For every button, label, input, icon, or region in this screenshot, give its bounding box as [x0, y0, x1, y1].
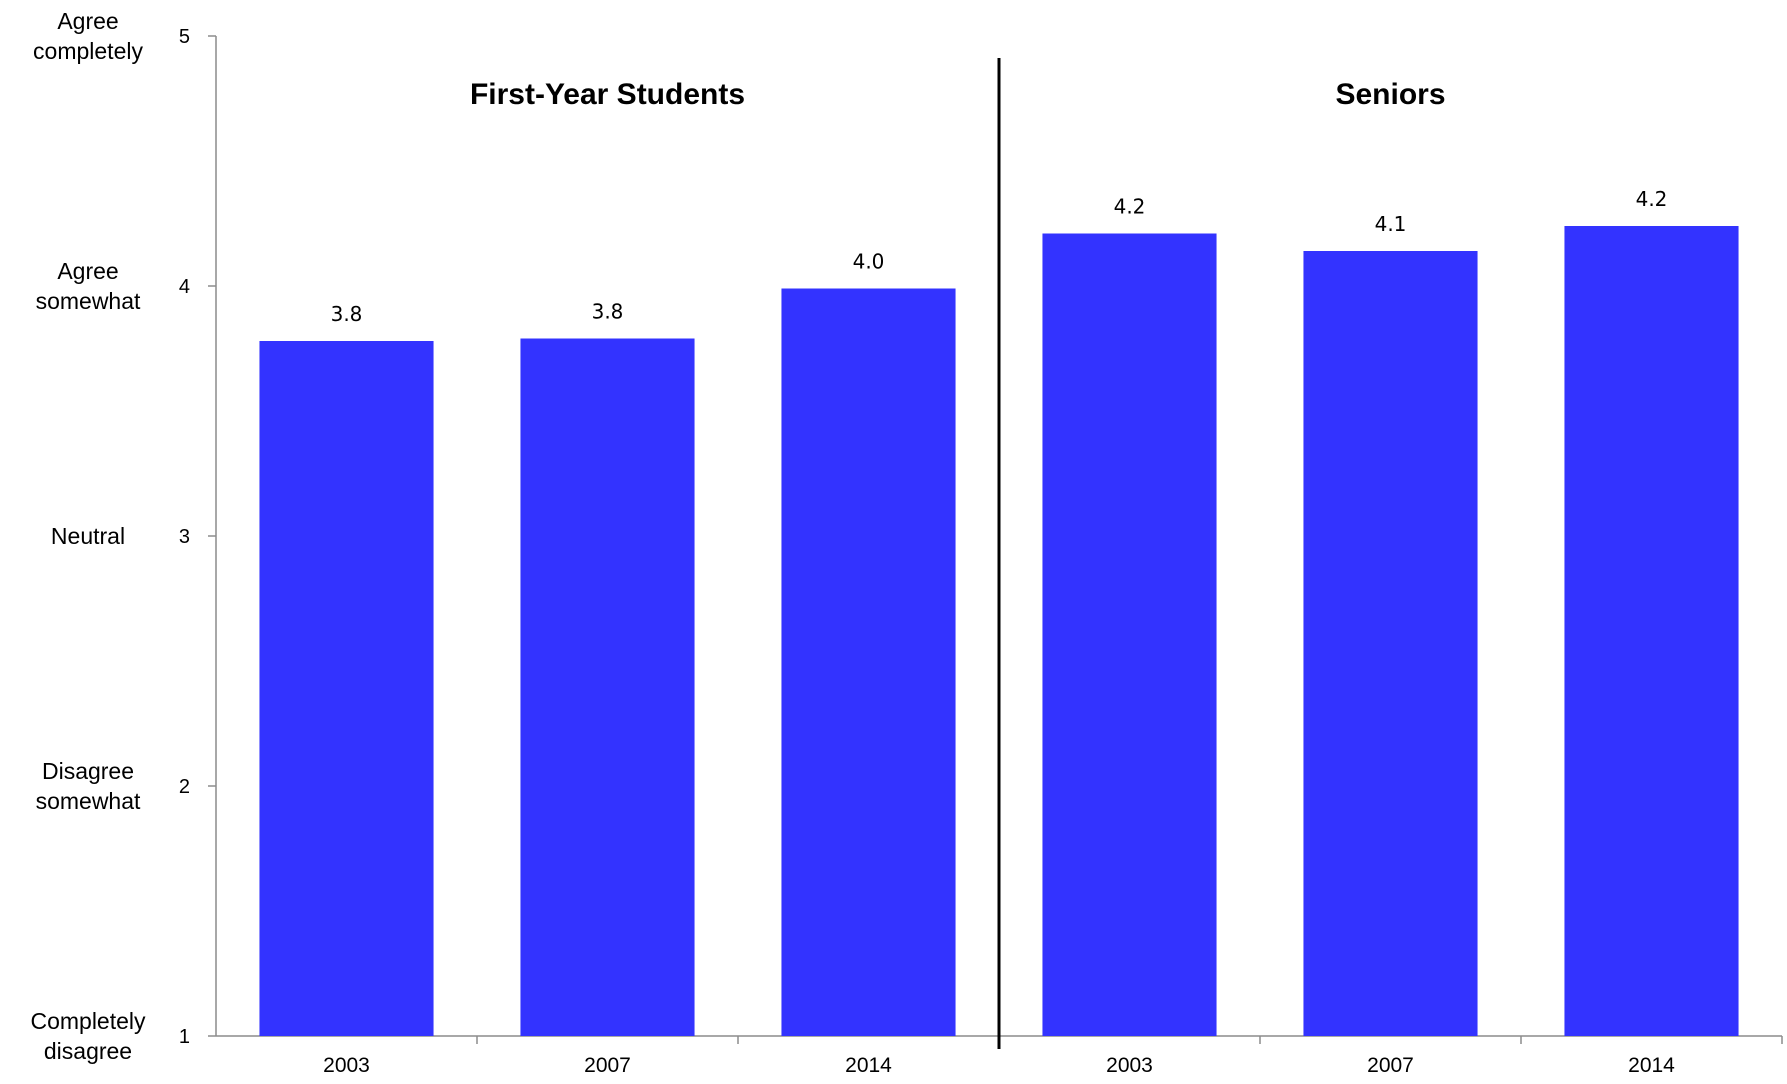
bars: [259, 226, 1739, 1036]
scale-label: Disagree somewhat: [36, 758, 141, 814]
group-title: Seniors: [1335, 78, 1445, 111]
y-tick-label: 2: [179, 776, 190, 798]
axes: [208, 35, 1783, 1049]
scale-label: Completely disagree: [30, 1008, 146, 1064]
bar-value-label: 3.8: [592, 300, 624, 324]
bar: [1564, 226, 1739, 1036]
x-tick-label: 2003: [1106, 1054, 1153, 1077]
y-tick-label: 1: [179, 1026, 190, 1048]
labels: 1 2 3 4 5 Agree completely Agree somewhat Neutral…: [30, 8, 1675, 1077]
x-tick-label: 2007: [584, 1054, 631, 1077]
x-tick-label: 2007: [1367, 1054, 1414, 1077]
bar: [259, 341, 434, 1036]
x-tick-label: 2014: [845, 1054, 892, 1077]
bar-value-label: 4.1: [1375, 212, 1407, 236]
y-tick-label: 3: [179, 526, 190, 548]
bar: [1042, 233, 1217, 1036]
scale-label: Agree completely: [33, 8, 143, 64]
scale-label: Neutral: [51, 523, 125, 549]
scale-label: Agree somewhat: [36, 258, 141, 314]
y-tick-label: 4: [179, 276, 190, 298]
bar: [781, 288, 956, 1036]
bar-value-label: 4.2: [1114, 195, 1146, 219]
bar-value-label: 4.2: [1636, 187, 1668, 211]
bar-value-label: 4.0: [853, 250, 885, 274]
bar: [520, 338, 695, 1036]
bar-value-label: 3.8: [331, 302, 363, 326]
bar: [1303, 251, 1478, 1036]
y-tick-label: 5: [179, 26, 190, 48]
x-tick-label: 2003: [323, 1054, 370, 1077]
x-tick-label: 2014: [1628, 1054, 1675, 1077]
group-title: First-Year Students: [470, 78, 745, 111]
